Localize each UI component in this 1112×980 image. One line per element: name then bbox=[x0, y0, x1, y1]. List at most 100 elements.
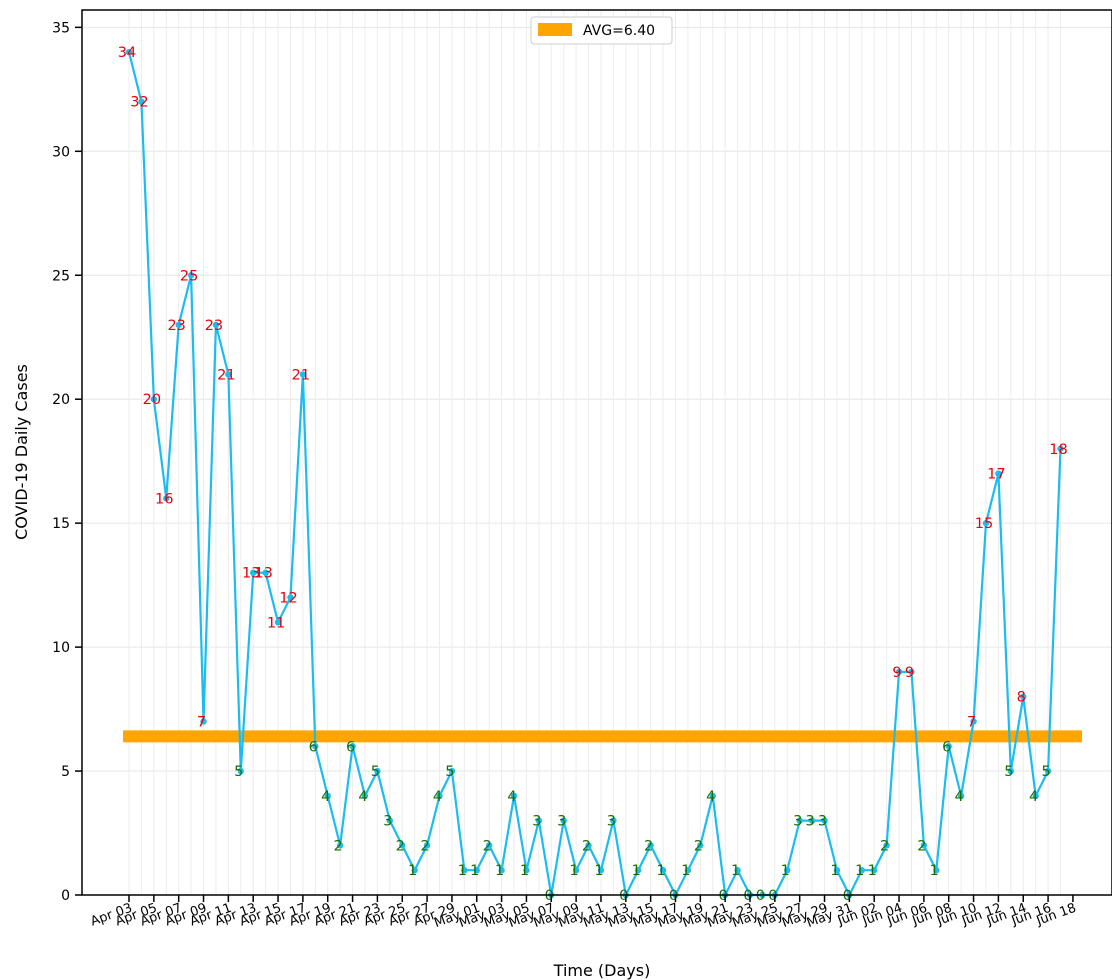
data-label: 0 bbox=[743, 888, 752, 904]
data-point bbox=[1007, 767, 1015, 775]
data-label: 1 bbox=[656, 863, 665, 879]
data-point bbox=[585, 842, 592, 849]
data-point bbox=[498, 867, 505, 874]
data-label: 1 bbox=[930, 863, 939, 879]
data-label: 0 bbox=[669, 888, 678, 904]
y-tick-label: 0 bbox=[61, 888, 70, 904]
data-point bbox=[461, 867, 468, 874]
data-point bbox=[684, 867, 692, 874]
data-point bbox=[572, 867, 580, 874]
data-label: 15 bbox=[975, 516, 993, 532]
y-tick-label: 20 bbox=[52, 392, 70, 408]
data-point bbox=[784, 867, 791, 874]
data-point bbox=[250, 569, 257, 576]
legend: AVG=6.40 bbox=[530, 16, 673, 45]
data-label: 1 bbox=[830, 863, 839, 879]
data-point bbox=[659, 867, 667, 874]
data-label: 5 bbox=[445, 764, 454, 780]
data-point bbox=[647, 842, 654, 849]
data-label: 2 bbox=[582, 838, 591, 854]
data-label: 18 bbox=[1049, 442, 1067, 458]
data-label: 4 bbox=[507, 789, 516, 805]
data-point bbox=[510, 792, 518, 800]
data-point bbox=[1020, 693, 1027, 700]
data-label: 1 bbox=[520, 863, 529, 879]
data-point bbox=[262, 569, 269, 576]
data-label: 23 bbox=[167, 318, 185, 334]
data-label: 2 bbox=[396, 838, 405, 854]
data-point bbox=[361, 792, 369, 800]
data-label: 5 bbox=[1004, 764, 1013, 780]
data-point bbox=[125, 48, 133, 56]
data-point bbox=[212, 321, 220, 329]
legend-swatch bbox=[538, 23, 572, 36]
data-point bbox=[610, 817, 617, 824]
y-tick-label: 5 bbox=[61, 764, 70, 780]
data-point bbox=[821, 817, 828, 824]
data-label: 2 bbox=[420, 838, 429, 854]
data-label: 3 bbox=[557, 814, 566, 830]
data-label: 1 bbox=[495, 863, 504, 879]
data-label: 4 bbox=[358, 789, 367, 805]
data-point bbox=[833, 867, 841, 874]
data-point bbox=[535, 817, 543, 824]
data-point bbox=[1057, 445, 1064, 452]
data-point bbox=[1044, 767, 1052, 775]
data-point bbox=[274, 619, 282, 626]
data-label: 23 bbox=[205, 318, 223, 334]
data-point bbox=[523, 867, 530, 874]
data-label: 0 bbox=[843, 888, 852, 904]
data-label: 2 bbox=[644, 838, 653, 854]
data-label: 3 bbox=[805, 814, 814, 830]
data-point bbox=[920, 842, 928, 849]
data-label: 13 bbox=[254, 566, 272, 582]
data-point bbox=[734, 867, 741, 874]
data-point bbox=[597, 867, 605, 874]
data-label: 2 bbox=[483, 838, 492, 854]
data-label: 0 bbox=[756, 888, 765, 904]
x-axis-label: Time (Days) bbox=[553, 961, 651, 980]
data-label: 6 bbox=[942, 739, 951, 755]
data-point bbox=[945, 743, 952, 750]
data-point bbox=[560, 817, 567, 824]
data-label: 1 bbox=[408, 863, 417, 879]
data-label: 1 bbox=[731, 863, 740, 879]
data-label: 4 bbox=[321, 789, 330, 805]
data-point bbox=[883, 842, 890, 849]
data-point bbox=[399, 842, 406, 849]
y-tick-label: 25 bbox=[52, 268, 70, 284]
data-label: 20 bbox=[143, 392, 161, 408]
data-label: 6 bbox=[309, 739, 318, 755]
data-point bbox=[1032, 792, 1039, 800]
y-tick-label: 30 bbox=[52, 144, 70, 160]
data-label: 1 bbox=[855, 863, 864, 879]
data-label: 3 bbox=[818, 814, 827, 830]
data-point bbox=[697, 842, 704, 849]
data-point bbox=[485, 842, 493, 849]
data-label: 3 bbox=[532, 814, 541, 830]
data-label: 4 bbox=[433, 789, 442, 805]
data-label: 0 bbox=[719, 888, 728, 904]
data-point bbox=[225, 371, 232, 378]
data-point bbox=[187, 272, 195, 279]
data-label: 7 bbox=[967, 714, 976, 730]
data-label: 1 bbox=[632, 863, 641, 879]
data-label: 1 bbox=[681, 863, 690, 879]
data-point bbox=[312, 743, 319, 750]
data-point bbox=[299, 371, 307, 378]
data-label: 5 bbox=[234, 764, 243, 780]
data-point bbox=[982, 519, 990, 527]
data-label: 4 bbox=[706, 789, 715, 805]
data-point bbox=[336, 842, 344, 849]
data-point bbox=[970, 718, 977, 725]
data-label: 21 bbox=[217, 367, 235, 383]
data-label: 17 bbox=[987, 467, 1005, 483]
data-label: 5 bbox=[371, 764, 380, 780]
grid bbox=[82, 10, 1112, 896]
data-point bbox=[423, 842, 431, 849]
plot-frame bbox=[81, 9, 1112, 896]
data-label: 2 bbox=[334, 838, 343, 854]
data-label: 2 bbox=[880, 838, 889, 854]
series-group bbox=[125, 48, 1064, 899]
data-point bbox=[163, 495, 170, 502]
